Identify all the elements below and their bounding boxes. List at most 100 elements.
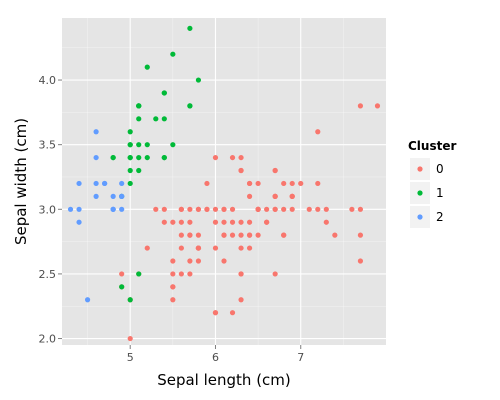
data-point-cluster-0 [349, 206, 355, 212]
data-point-cluster-0 [178, 271, 184, 277]
data-point-cluster-0 [178, 232, 184, 238]
data-point-cluster-0 [195, 258, 202, 264]
data-point-cluster-0 [272, 206, 278, 212]
data-point-cluster-2 [102, 180, 108, 187]
data-point-cluster-0 [195, 206, 202, 212]
legend-label-0: 0 [436, 162, 444, 176]
data-point-cluster-0 [289, 180, 295, 187]
data-point-cluster-0 [229, 232, 236, 238]
data-point-cluster-0 [187, 232, 193, 238]
legend: Cluster 0 1 2 [408, 139, 456, 228]
data-point-cluster-1 [136, 271, 142, 277]
y-tick-label: 3.0 [39, 203, 57, 216]
data-point-cluster-0 [374, 103, 381, 109]
grid-lines [62, 18, 386, 345]
data-point-cluster-0 [221, 219, 227, 225]
data-point-cluster-0 [178, 219, 184, 225]
data-point-cluster-1 [136, 167, 142, 174]
data-point-cluster-1 [144, 64, 150, 70]
data-point-cluster-0 [204, 180, 210, 187]
data-point-cluster-0 [238, 219, 244, 225]
data-point-cluster-1 [195, 77, 202, 83]
legend-key-point-0 [417, 166, 423, 172]
data-point-cluster-0 [323, 219, 329, 225]
data-point-cluster-0 [187, 258, 193, 264]
data-point-cluster-1 [161, 116, 167, 122]
data-point-cluster-0 [246, 245, 253, 251]
data-point-cluster-1 [144, 142, 150, 148]
data-point-cluster-0 [289, 206, 295, 212]
data-point-cluster-1 [187, 103, 193, 109]
data-point-cluster-1 [127, 154, 133, 161]
data-point-cluster-0 [229, 219, 236, 225]
data-point-cluster-0 [255, 232, 261, 238]
data-point-cluster-0 [246, 180, 253, 187]
y-axis-title: Sepal width (cm) [12, 118, 30, 245]
data-point-cluster-0 [315, 129, 321, 135]
data-point-cluster-0 [187, 219, 193, 225]
data-point-cluster-0 [170, 297, 176, 303]
data-point-cluster-0 [221, 232, 227, 238]
data-point-cluster-0 [264, 206, 270, 212]
plot-panel [62, 18, 386, 345]
data-point-cluster-2 [67, 206, 74, 212]
data-point-cluster-2 [93, 193, 99, 199]
data-point-cluster-1 [127, 167, 133, 174]
data-point-cluster-0 [357, 258, 364, 264]
data-point-cluster-0 [204, 206, 210, 212]
data-point-cluster-1 [161, 90, 167, 96]
data-point-cluster-1 [136, 154, 142, 161]
data-point-cluster-2 [93, 154, 99, 161]
data-point-cluster-1 [119, 284, 125, 290]
data-point-cluster-0 [170, 284, 176, 290]
data-point-cluster-0 [170, 258, 176, 264]
data-point-cluster-2 [76, 206, 82, 212]
data-point-cluster-2 [119, 206, 125, 212]
data-point-cluster-0 [144, 245, 150, 251]
data-point-cluster-0 [246, 232, 253, 238]
data-point-cluster-2 [119, 180, 125, 187]
data-point-cluster-0 [119, 271, 125, 277]
data-point-cluster-1 [136, 116, 142, 122]
x-axis-title: Sepal length (cm) [157, 371, 291, 389]
data-point-cluster-0 [264, 219, 270, 225]
y-tick-label: 4.0 [39, 74, 57, 87]
data-point-cluster-0 [238, 271, 244, 277]
data-point-cluster-0 [161, 206, 167, 212]
data-point-cluster-0 [289, 193, 295, 199]
data-point-cluster-0 [323, 206, 329, 212]
data-point-cluster-1 [127, 129, 133, 135]
legend-label-2: 2 [436, 210, 444, 224]
data-point-cluster-0 [238, 232, 244, 238]
data-point-cluster-0 [315, 206, 321, 212]
data-point-cluster-0 [212, 219, 219, 225]
data-point-cluster-0 [153, 206, 159, 212]
data-point-cluster-0 [281, 232, 287, 238]
legend-key-point-2 [417, 214, 423, 220]
data-point-cluster-0 [187, 206, 193, 212]
data-point-cluster-2 [76, 180, 82, 187]
data-point-cluster-0 [357, 206, 364, 212]
data-point-cluster-0 [229, 310, 236, 316]
data-point-cluster-0 [281, 180, 287, 187]
legend-label-1: 1 [436, 186, 444, 200]
data-point-cluster-0 [178, 245, 184, 251]
data-point-cluster-0 [161, 219, 167, 225]
data-point-cluster-0 [195, 245, 202, 251]
data-point-cluster-1 [187, 25, 193, 31]
data-point-cluster-1 [136, 142, 142, 148]
legend-entries: 0 1 2 [410, 158, 444, 228]
data-point-cluster-1 [127, 142, 133, 148]
data-point-cluster-2 [93, 180, 99, 187]
data-point-cluster-0 [255, 180, 261, 187]
legend-key-point-1 [417, 190, 423, 196]
data-points [67, 25, 381, 342]
data-point-cluster-1 [161, 154, 167, 161]
data-point-cluster-0 [212, 310, 219, 316]
data-point-cluster-0 [357, 232, 364, 238]
data-point-cluster-0 [238, 167, 244, 174]
data-point-cluster-0 [221, 206, 227, 212]
y-tick-label: 2.0 [39, 333, 57, 346]
data-point-cluster-0 [127, 335, 133, 342]
